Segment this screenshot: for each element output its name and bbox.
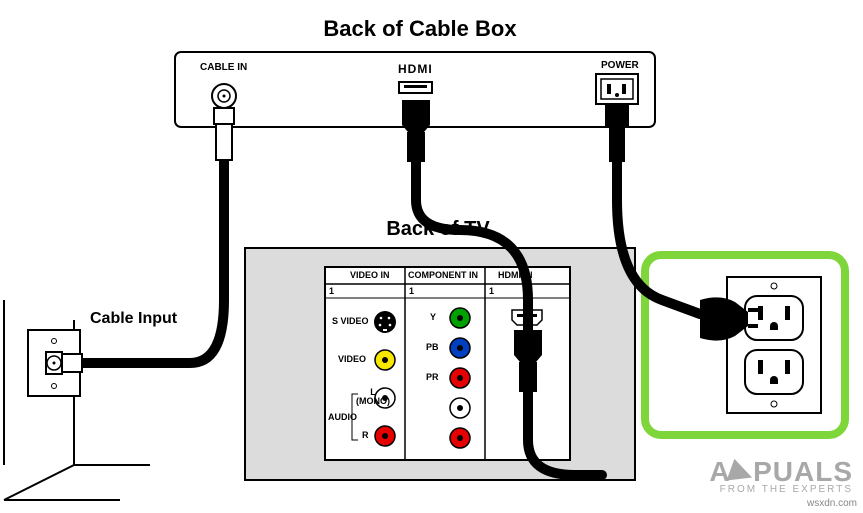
wall-outlet xyxy=(645,255,845,435)
label-pb: PB xyxy=(426,342,439,352)
header-hdmi-in: HDMI IN xyxy=(498,270,533,280)
coax-cable xyxy=(62,108,234,372)
port1-hdmi: 1 xyxy=(489,286,494,296)
hdmi-port-cablebox xyxy=(399,82,432,93)
label-s-video: S VIDEO xyxy=(332,316,369,326)
watermark: A▶PUALS FROM THE EXPERTS xyxy=(709,455,853,495)
title-cable-box: Back of Cable Box xyxy=(300,16,540,42)
label-audio: AUDIO xyxy=(328,412,357,422)
header-component-in: COMPONENT IN xyxy=(408,270,478,280)
port1-video: 1 xyxy=(329,286,334,296)
watermark-domain: wsxdn.com xyxy=(807,498,857,509)
label-power: POWER xyxy=(601,60,639,71)
header-video-in: VIDEO IN xyxy=(350,270,390,280)
cable-in-port xyxy=(212,84,236,108)
label-y: Y xyxy=(430,312,436,322)
port1-component: 1 xyxy=(409,286,414,296)
label-l-mono: L(MONO) xyxy=(356,388,390,406)
label-pr: PR xyxy=(426,372,439,382)
title-tv: Back of TV xyxy=(358,218,518,241)
label-cable-in: CABLE IN xyxy=(200,62,247,73)
label-video: VIDEO xyxy=(338,354,366,364)
power-port xyxy=(596,74,638,104)
label-hdmi: HDMI xyxy=(398,62,433,76)
label-cable-input: Cable Input xyxy=(90,310,177,328)
label-r: R xyxy=(362,430,369,440)
